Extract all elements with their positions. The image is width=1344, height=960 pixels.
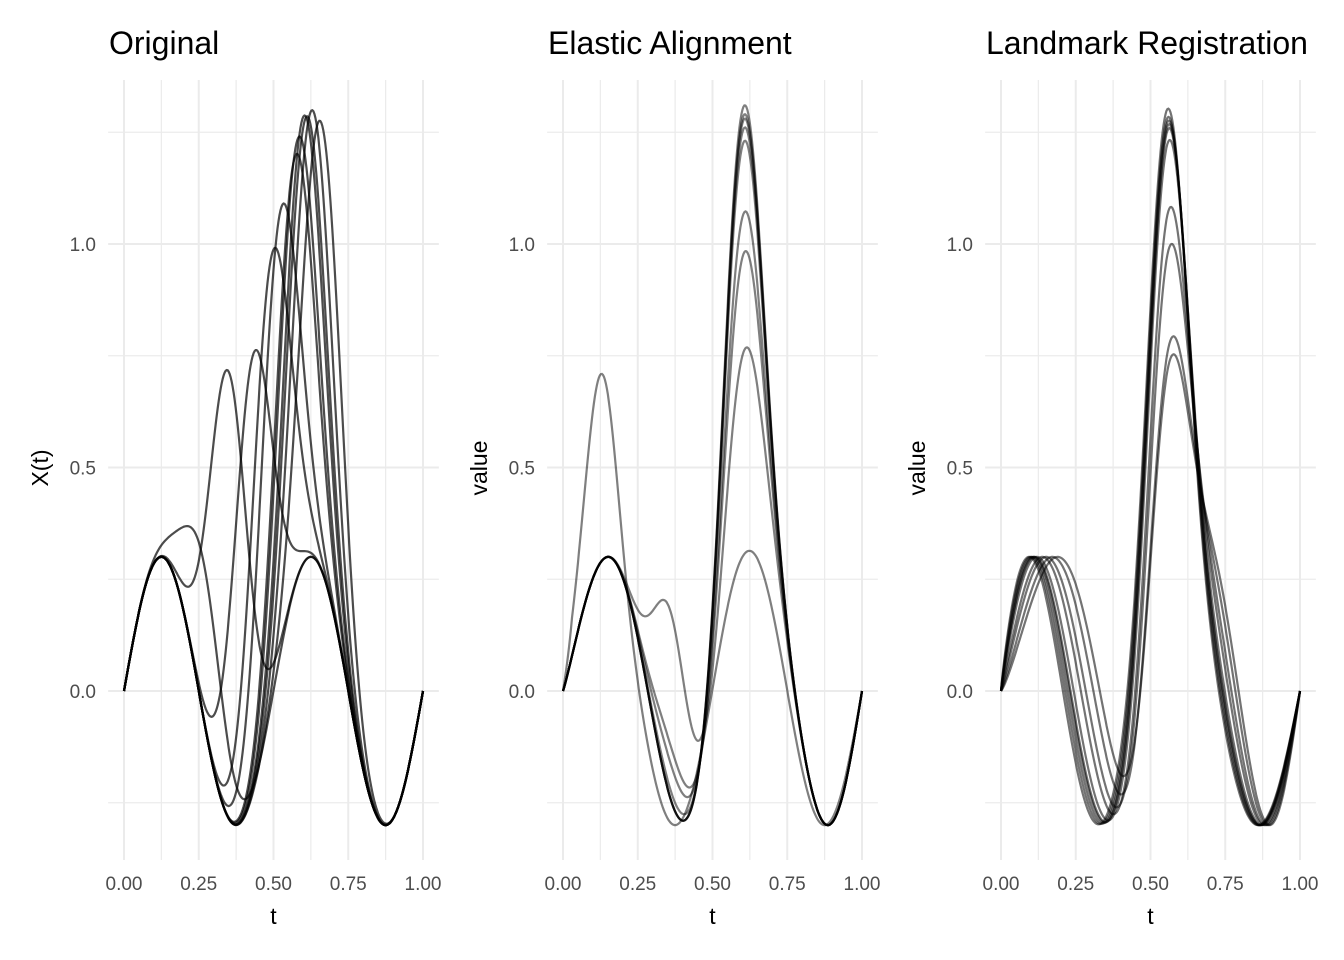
y-tick-label: 0.0 (509, 682, 535, 703)
panel-2: 0.00 0.25 0.50 0.75 1.00 0.0 0.5 1.0 Elastic Ali… (466, 25, 880, 929)
x-tick-label: 0.00 (983, 874, 1020, 895)
x-tick-label: 1.00 (405, 874, 442, 895)
y-tick-label: 1.0 (947, 235, 973, 256)
x-tick-label: 0.50 (1132, 874, 1169, 895)
x-tick-label: 0.75 (1207, 874, 1244, 895)
y-axis-title: value (466, 441, 492, 496)
y-axis-title: value (904, 441, 930, 496)
x-tick-label: 1.00 (1282, 874, 1319, 895)
series-curve-10 (122, 119, 425, 827)
series-curve-9 (561, 372, 864, 827)
x-tick-label: 0.50 (255, 874, 292, 895)
y-tick-label: 1.0 (509, 235, 535, 256)
series-curve-11 (122, 524, 425, 827)
x-tick-label: 0.25 (1057, 874, 1094, 895)
y-tick-label: 0.5 (947, 459, 973, 480)
y-tick-label: 0.5 (70, 459, 96, 480)
x-tick-label: 0.75 (330, 874, 367, 895)
x-tick-label: 0.25 (619, 874, 656, 895)
x-axis-title: t (1147, 903, 1154, 929)
panel-3: 0.00 0.25 0.50 0.75 1.00 0.0 0.5 1.0 Landmark Re… (904, 25, 1318, 929)
y-tick-label: 0.0 (947, 682, 973, 703)
panel-title: Original (109, 25, 219, 61)
series-curve-9 (999, 107, 1302, 827)
x-axis-title: t (709, 903, 716, 929)
x-tick-label: 0.25 (180, 874, 217, 895)
y-tick-label: 1.0 (70, 235, 96, 256)
x-tick-label: 0.75 (769, 874, 806, 895)
series-curve-4 (999, 205, 1302, 827)
series-curve-10 (999, 122, 1302, 827)
x-tick-label: 0.00 (106, 874, 143, 895)
x-axis-title: t (270, 903, 277, 929)
panel-1: 0.00 0.25 0.50 0.75 1.00 0.0 0.5 1.0 Original t X(… (27, 25, 441, 929)
x-tick-label: 0.00 (545, 874, 582, 895)
y-axis-title: X(t) (27, 449, 53, 486)
series-curve-2 (1000, 335, 1302, 827)
series-curve-8 (561, 346, 864, 827)
x-tick-label: 1.00 (844, 874, 881, 895)
series-curve-3 (999, 242, 1302, 827)
panel-title: Elastic Alignment (548, 25, 792, 61)
x-tick-label: 0.50 (694, 874, 731, 895)
y-tick-label: 0.5 (509, 459, 535, 480)
y-tick-label: 0.0 (70, 682, 96, 703)
panel-title: Landmark Registration (986, 25, 1308, 61)
